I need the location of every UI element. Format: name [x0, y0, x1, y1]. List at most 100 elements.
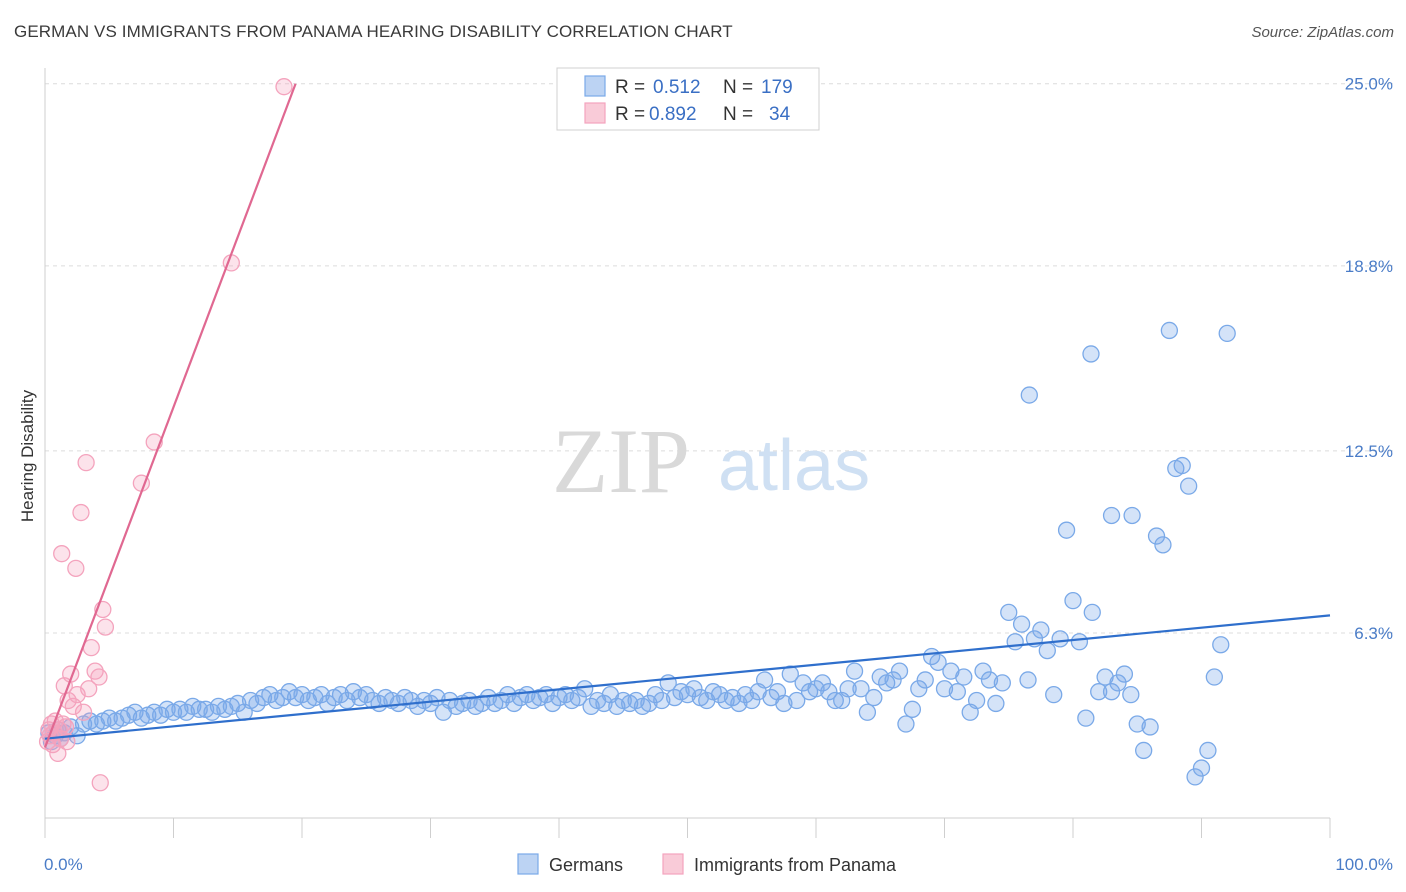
- german-point: [203, 703, 221, 721]
- y-tick-labels: 6.3% 12.5% 18.8% 25.0%: [1345, 75, 1393, 643]
- german-point: [948, 683, 966, 701]
- german-point: [1064, 592, 1082, 610]
- german-point: [177, 703, 196, 721]
- german-point: [1212, 636, 1230, 654]
- german-point: [646, 685, 665, 704]
- german-point: [1082, 345, 1100, 363]
- german-point: [473, 694, 491, 713]
- german-point: [910, 680, 928, 698]
- y-tick-label: 6.3%: [1354, 624, 1393, 643]
- german-point: [1038, 641, 1056, 660]
- german-point: [1102, 506, 1121, 525]
- german-point: [723, 688, 742, 707]
- legend-r-label-german: R =: [615, 77, 645, 98]
- legend-n-label-german: N =: [723, 77, 753, 98]
- german-point: [839, 680, 857, 698]
- german-point: [775, 694, 793, 713]
- top-legend: R = 0.512 N = 179 R = 0.892 N = 34: [556, 67, 820, 131]
- german-point: [1123, 506, 1141, 525]
- german-point: [1160, 321, 1179, 340]
- german-point: [1147, 527, 1166, 545]
- legend-swatch-german: [584, 75, 606, 97]
- german-point: [1199, 741, 1217, 760]
- y-tick-label: 25.0%: [1345, 75, 1393, 94]
- german-point: [595, 694, 613, 713]
- german-point: [1186, 768, 1204, 786]
- german-point: [357, 685, 375, 704]
- german-point: [576, 680, 594, 698]
- german-point: [608, 697, 626, 716]
- german-point: [1128, 715, 1146, 733]
- german-point: [826, 691, 844, 710]
- german-point: [813, 674, 832, 692]
- german-point: [916, 671, 934, 689]
- german-point: [518, 685, 536, 704]
- german-point: [1019, 671, 1037, 689]
- german-point: [974, 662, 992, 680]
- german-point: [1192, 759, 1211, 777]
- german-point: [229, 694, 247, 713]
- german-point: [344, 683, 363, 701]
- german-point: [955, 668, 973, 686]
- german-point: [743, 691, 761, 710]
- german-point: [1045, 685, 1063, 704]
- grid: [45, 83, 1393, 634]
- german-point: [190, 700, 208, 718]
- german-point: [261, 685, 279, 704]
- german-point: [492, 691, 510, 710]
- panama-point: [67, 559, 85, 578]
- german-point: [929, 653, 947, 671]
- german-point: [935, 680, 954, 698]
- german-point: [884, 671, 902, 689]
- y-tick-label: 18.8%: [1345, 257, 1393, 276]
- watermark-zip: ZIP: [552, 410, 690, 512]
- panama-point: [72, 503, 90, 522]
- german-point: [678, 685, 697, 704]
- panama-point: [53, 545, 71, 563]
- source-label: Source: ZipAtlas.com: [1251, 24, 1394, 41]
- bottom-legend-swatch-german: [517, 853, 539, 875]
- german-point: [788, 691, 806, 710]
- panama-trend-line: [43, 83, 297, 748]
- legend-swatch-panama: [584, 102, 606, 124]
- panama-point: [96, 618, 115, 636]
- german-point: [338, 691, 356, 710]
- panama-point: [275, 78, 293, 96]
- german-point: [640, 694, 658, 713]
- german-point: [653, 691, 671, 710]
- german-point: [1077, 709, 1095, 727]
- panama-points: [38, 78, 293, 792]
- panama-point: [90, 668, 108, 686]
- panama-point: [77, 453, 95, 472]
- german-point: [845, 662, 864, 680]
- panama-point: [49, 744, 67, 763]
- chart-title: GERMAN VS IMMIGRANTS FROM PANAMA HEARING…: [14, 22, 733, 41]
- german-point: [1057, 521, 1076, 539]
- german-point: [1020, 386, 1038, 404]
- legend-r-label-panama: R =: [615, 104, 645, 125]
- german-point: [807, 680, 825, 698]
- german-point: [126, 703, 144, 721]
- german-point: [151, 706, 170, 724]
- german-point: [582, 697, 600, 716]
- y-tick-label: 12.5%: [1345, 442, 1393, 461]
- german-point: [1012, 615, 1031, 633]
- german-point: [274, 688, 292, 707]
- german-point: [556, 685, 575, 704]
- legend-n-label-panama: N =: [723, 104, 753, 125]
- german-point: [897, 715, 915, 733]
- german-point: [1102, 683, 1121, 701]
- german-points: [40, 321, 1236, 786]
- german-point: [1115, 665, 1134, 683]
- german-point: [666, 688, 684, 707]
- german-point: [865, 688, 883, 707]
- german-point: [710, 685, 729, 704]
- german-point: [1180, 477, 1198, 495]
- german-point: [730, 694, 748, 713]
- german-point: [1109, 674, 1127, 692]
- german-point: [980, 671, 999, 689]
- german-point: [569, 688, 587, 707]
- german-point: [1141, 718, 1159, 736]
- german-point: [967, 691, 986, 710]
